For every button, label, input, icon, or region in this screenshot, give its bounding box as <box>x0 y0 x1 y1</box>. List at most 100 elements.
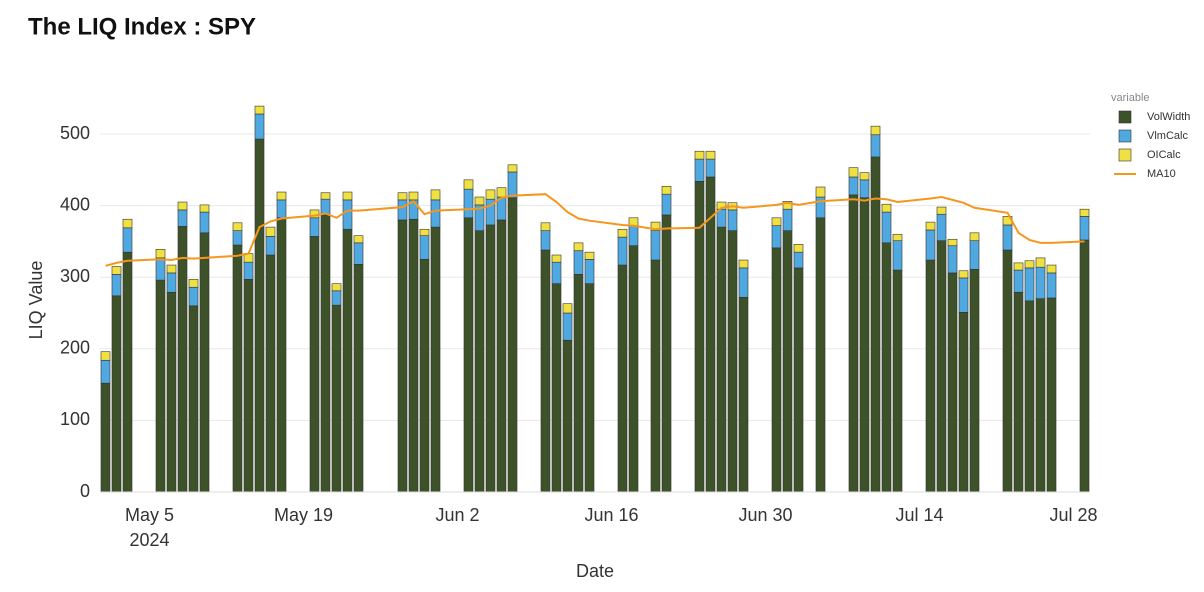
legend-swatch <box>1118 148 1132 162</box>
bar-segment <box>1013 269 1024 293</box>
bar-segment <box>705 150 716 160</box>
y-tick-label: 300 <box>60 266 90 286</box>
bar-segment <box>892 240 903 271</box>
bar-segment <box>320 192 331 200</box>
bar-segment <box>419 228 430 236</box>
bar-segment <box>628 245 639 493</box>
bar-segment <box>573 250 584 275</box>
y-tick-label: 200 <box>60 338 90 358</box>
x-tick-label: Jun 16 <box>584 505 638 525</box>
bar-segment <box>562 312 573 341</box>
bar-segment <box>936 213 947 242</box>
bar-segment <box>551 254 562 263</box>
bar-segment <box>265 254 276 493</box>
bar-segment <box>199 204 210 213</box>
bar-segment <box>1079 216 1090 241</box>
bar-segment <box>892 233 903 242</box>
bar-segment <box>309 217 320 237</box>
bar-segment <box>122 227 133 253</box>
legend-label: OICalc <box>1147 149 1181 161</box>
bar-segment <box>1035 298 1046 493</box>
bar-segment <box>661 185 672 195</box>
bar-segment <box>705 176 716 493</box>
bar-segment <box>727 230 738 493</box>
bar-segment <box>254 105 265 115</box>
bar-segment <box>617 236 628 266</box>
bar-segment <box>1046 272 1057 299</box>
bar-segment <box>628 225 639 247</box>
bar-segment <box>617 228 628 238</box>
bar-segment <box>353 235 364 244</box>
bar-segment <box>100 359 111 384</box>
bar-segment <box>694 158 705 182</box>
bar-segment <box>1035 257 1046 268</box>
bar-segment <box>507 171 518 199</box>
bar-segment <box>562 339 573 493</box>
bar-segment <box>881 203 892 213</box>
bar-segment <box>562 303 573 314</box>
bar-segment <box>1035 266 1046 299</box>
bar-segment <box>243 279 254 493</box>
bar-segment <box>958 277 969 313</box>
bar-segment <box>859 172 870 181</box>
bar-segment <box>881 211 892 244</box>
bar-segment <box>199 232 210 493</box>
x-tick-label: Jun 2 <box>435 505 479 525</box>
bar-segment <box>1024 260 1035 269</box>
bar-segment <box>177 226 188 493</box>
bar-segment <box>507 164 518 173</box>
bar-segment <box>463 179 474 190</box>
legend-title: variable <box>1111 92 1150 104</box>
bar-segment <box>584 251 595 260</box>
bar-segment <box>1002 249 1013 493</box>
bar-segment <box>793 267 804 493</box>
bar-segment <box>199 211 210 234</box>
bar-segment <box>782 201 793 210</box>
bar-segment <box>485 189 496 200</box>
x-axis-label: Date <box>576 561 614 581</box>
bar-segment <box>342 228 353 493</box>
bar-segment <box>936 206 947 215</box>
bar-segment <box>727 209 738 231</box>
bar-segment <box>738 296 749 493</box>
bar-segment <box>496 187 507 198</box>
bar-segment <box>1046 264 1057 274</box>
legend-swatch <box>1118 110 1132 124</box>
bar-segment <box>947 272 958 493</box>
bar-segment <box>353 264 364 493</box>
bar-segment <box>1002 224 1013 251</box>
bar-segment <box>320 214 331 493</box>
bar-segment <box>188 286 199 307</box>
bar-segment <box>177 209 188 227</box>
bar-segment <box>892 269 903 493</box>
x-tick-label: May 19 <box>274 505 333 525</box>
bar-segment <box>969 240 980 270</box>
x-tick-label: Jul 28 <box>1049 505 1097 525</box>
legend-label: VolWidth <box>1147 111 1190 123</box>
bar-segment <box>122 218 133 229</box>
bar-segment <box>551 261 562 284</box>
y-tick-label: 400 <box>60 194 90 214</box>
chart-title: The LIQ Index : SPY <box>28 13 256 40</box>
y-tick-label: 0 <box>80 481 90 501</box>
bar-segment <box>793 251 804 269</box>
bar-segment <box>925 259 936 493</box>
bar-segment <box>947 245 958 274</box>
y-tick-label: 500 <box>60 123 90 143</box>
bar-segment <box>166 291 177 493</box>
bar-segment <box>573 242 584 252</box>
bar-segment <box>276 191 287 201</box>
y-axis-label: LIQ Value <box>26 261 46 340</box>
legend-swatch <box>1118 129 1132 143</box>
bar-segment <box>496 219 507 493</box>
bar-segment <box>925 221 936 231</box>
bar-segment <box>397 199 408 221</box>
bar-segment <box>342 191 353 201</box>
bar-segment <box>870 125 881 136</box>
bar-segment <box>188 279 199 288</box>
bar-segment <box>342 199 353 230</box>
bar-segment <box>331 283 342 292</box>
bar-segment <box>331 290 342 306</box>
bar-segment <box>353 242 364 265</box>
